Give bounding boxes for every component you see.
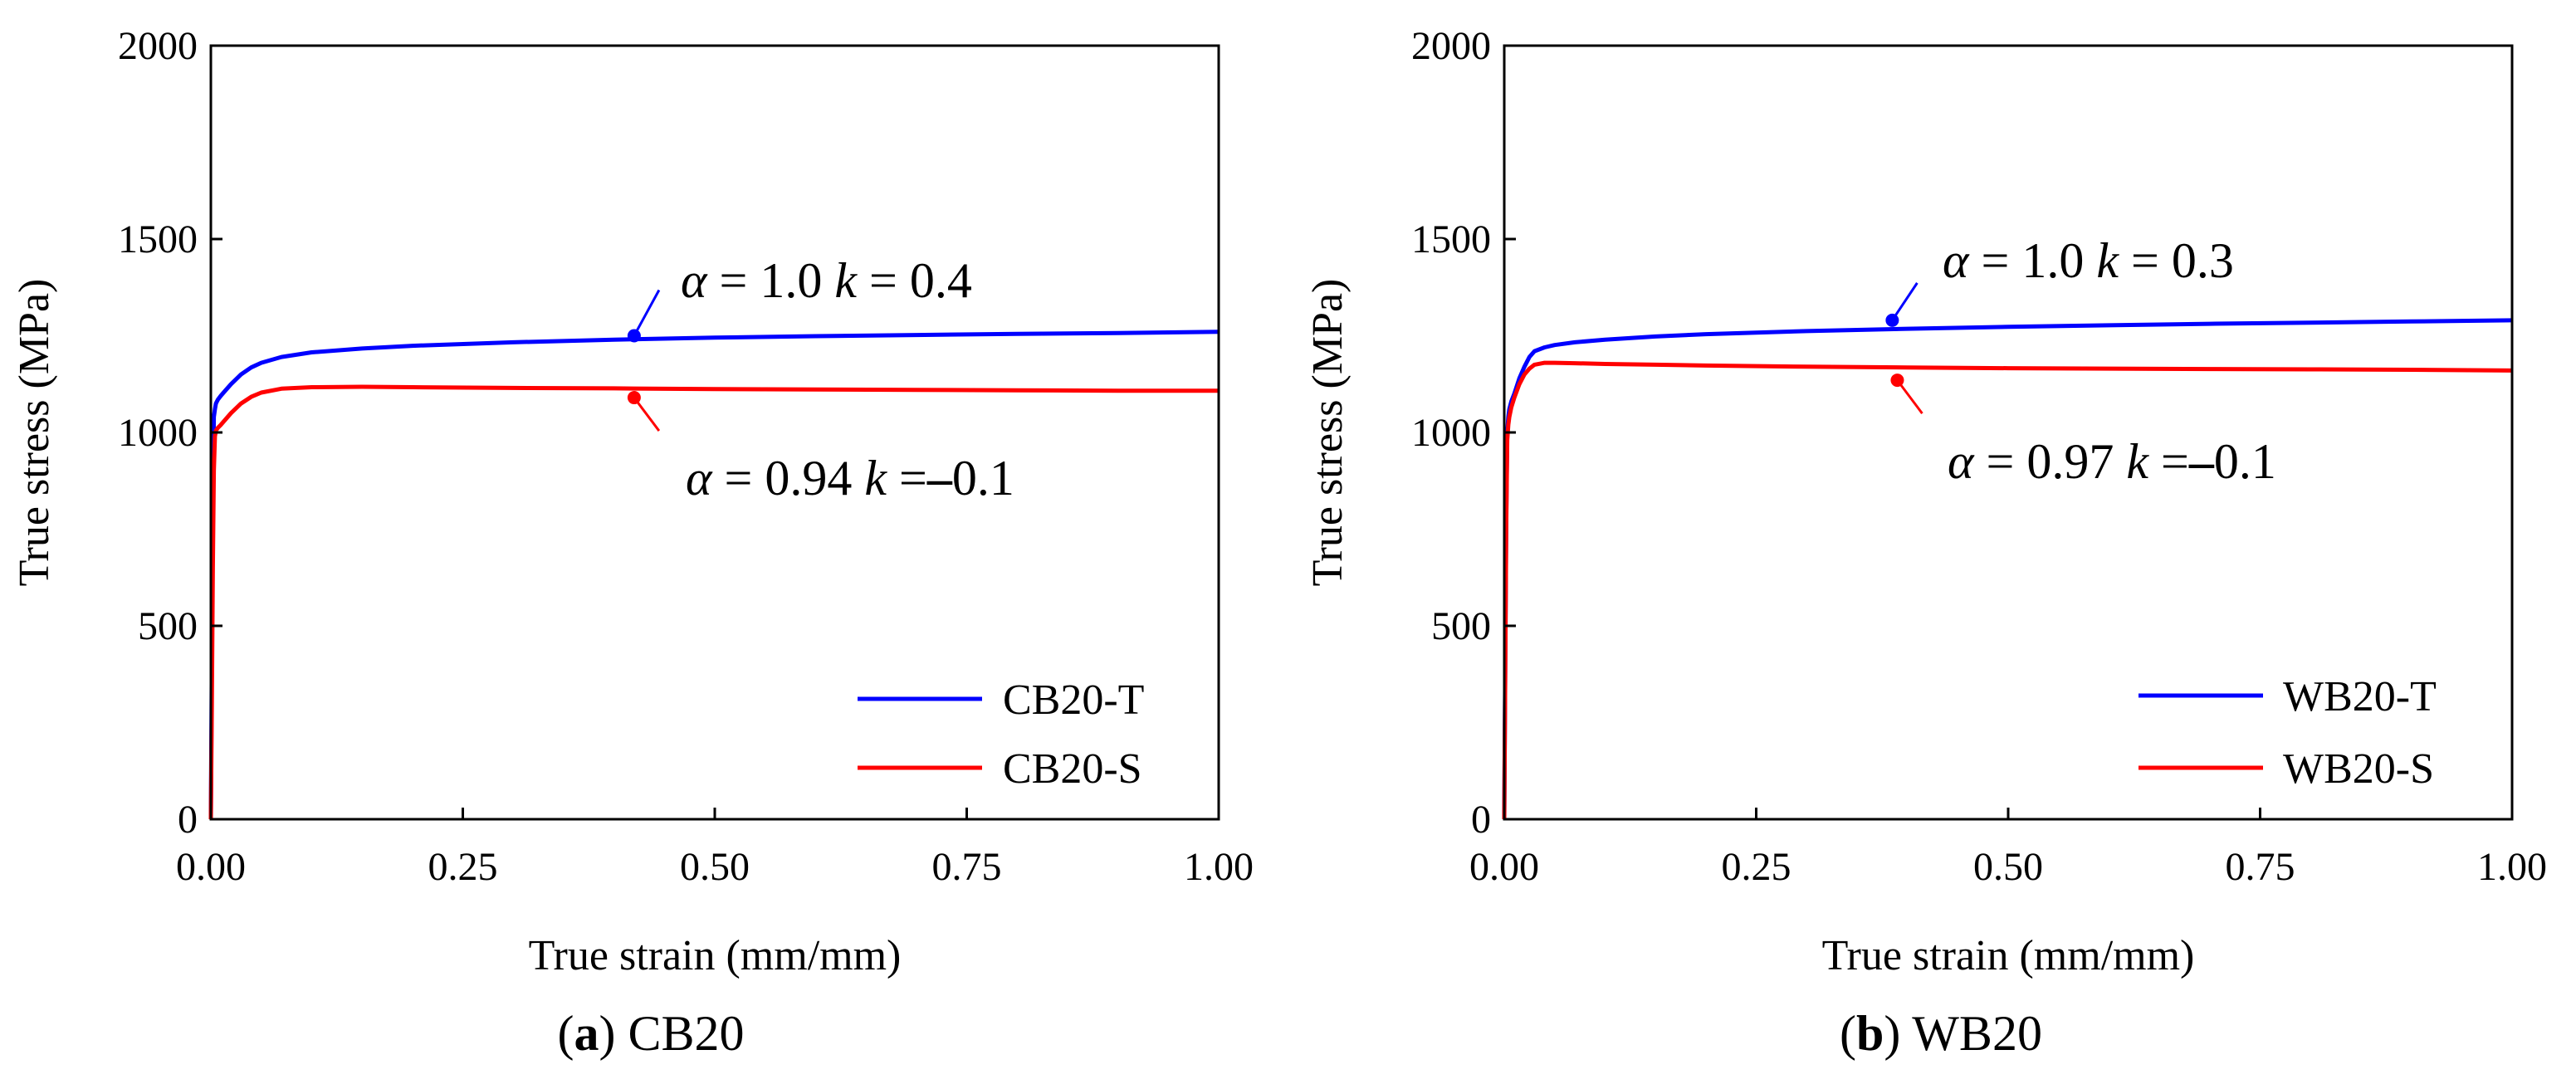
alpha-value: = 1.0 <box>1969 233 2097 288</box>
k-symbol: k <box>834 253 858 308</box>
panel-b: 0 500 1000 1500 2000 0.00 0.25 0.50 0.75… <box>1304 24 2547 1061</box>
y-tick-label: 0 <box>1471 798 1491 842</box>
y-tick-label: 1000 <box>1411 411 1491 455</box>
k-value: = <box>2148 434 2189 489</box>
series-line-wb20-t <box>1502 318 2513 820</box>
legend-label-cb20-t: CB20-T <box>1003 676 1144 724</box>
k-value: = 0.3 <box>2119 233 2234 288</box>
annotation-leader-line <box>633 397 661 432</box>
k-symbol: k <box>2126 434 2149 489</box>
x-tick-label: 0.00 <box>1469 845 1539 889</box>
k-symbol: k <box>864 451 887 505</box>
series-line-wb20-s <box>1502 360 2513 820</box>
y-axis-label-a: True stress (MPa) <box>11 279 58 587</box>
caption-open-paren: ( <box>557 1006 574 1061</box>
legend-b: WB20-T WB20-S <box>2139 673 2437 793</box>
k-symbol: k <box>2096 233 2119 288</box>
legend-a: CB20-T CB20-S <box>858 676 1144 793</box>
alpha-symbol: α <box>1943 233 1970 288</box>
annotation-leader-line <box>633 289 661 337</box>
annotation-cb20-s: α = 0.94 k =–0.1 <box>686 451 1014 505</box>
k-number: 0.1 <box>952 451 1014 505</box>
x-ticks-a <box>209 808 1220 819</box>
x-tick-label: 1.00 <box>1184 845 1254 889</box>
alpha-symbol: α <box>1948 434 1975 489</box>
annotation-leader-line <box>1896 379 1923 414</box>
x-tick-label: 0.25 <box>428 845 498 889</box>
series-line-cb20-s <box>208 384 1219 820</box>
y-tick-label: 1500 <box>1411 217 1491 261</box>
k-value: = 0.4 <box>857 253 972 308</box>
caption-close-paren: ) <box>599 1006 615 1061</box>
x-tick-label: 0.50 <box>680 845 750 889</box>
series-line-cb20-s <box>208 384 1219 820</box>
alpha-symbol: α <box>686 451 713 505</box>
series-line-wb20-s <box>1502 360 2513 820</box>
caption-letter: b <box>1856 1006 1884 1061</box>
y-tick-label: 0 <box>178 798 198 842</box>
alpha-value: = 0.97 <box>1974 434 2127 489</box>
y-tick-label: 500 <box>1431 604 1491 648</box>
y-tick-label: 1000 <box>118 411 198 455</box>
x-axis-label-a: True strain (mm/mm) <box>529 932 902 979</box>
x-tick-label: 0.75 <box>2226 845 2295 889</box>
x-tick-label: 1.00 <box>2477 845 2547 889</box>
annotation-point <box>627 391 641 405</box>
k-number: 0.1 <box>2214 434 2276 489</box>
alpha-symbol: α <box>681 253 708 308</box>
annotation-point <box>627 329 641 343</box>
y-axis-label-b: True stress (MPa) <box>1304 279 1352 587</box>
annotation-wb20-s: α = 0.97 k =–0.1 <box>1948 434 2276 489</box>
panel-a: 0 500 1000 1500 2000 0.00 0.25 0.50 0.75… <box>11 24 1254 1061</box>
caption-name: CB20 <box>615 1006 744 1061</box>
x-axis-label-b: True strain (mm/mm) <box>1822 932 2195 979</box>
y-ticks-a <box>211 44 222 821</box>
legend-label-wb20-s: WB20-S <box>2283 745 2434 793</box>
caption-a: (a) CB20 <box>557 1006 744 1061</box>
legend-label-wb20-t: WB20-T <box>2283 673 2437 720</box>
legend-label-cb20-s: CB20-S <box>1003 745 1142 793</box>
alpha-value: = 1.0 <box>707 253 835 308</box>
x-tick-label: 0.50 <box>1973 845 2043 889</box>
caption-open-paren: ( <box>1840 1006 1856 1061</box>
k-value: = <box>887 451 927 505</box>
y-ticks-b <box>1504 44 1516 821</box>
x-ticks-b <box>1503 808 2514 819</box>
x-tick-label: 0.00 <box>176 845 246 889</box>
alpha-value: = 0.94 <box>712 451 865 505</box>
y-tick-label: 2000 <box>1411 24 1491 68</box>
annotation-point <box>1885 313 1899 327</box>
series-line-wb20-t <box>1502 318 2513 820</box>
annotation-leader-line <box>1891 282 1919 321</box>
minus-sign: – <box>2188 434 2215 489</box>
y-tick-label: 2000 <box>118 24 198 68</box>
caption-letter: a <box>574 1006 599 1061</box>
caption-name: WB20 <box>1900 1006 2042 1061</box>
x-tick-label: 0.75 <box>932 845 1002 889</box>
annotation-point <box>1890 374 1904 388</box>
series-line-cb20-t <box>208 330 1220 820</box>
annotation-wb20-t: α = 1.0 k = 0.3 <box>1943 233 2234 288</box>
series-line-cb20-t <box>208 330 1220 820</box>
caption-b: (b) WB20 <box>1840 1006 2042 1061</box>
annotation-cb20-t: α = 1.0 k = 0.4 <box>681 253 972 308</box>
caption-close-paren: ) <box>1884 1006 1900 1061</box>
minus-sign: – <box>926 451 953 505</box>
x-tick-label: 0.25 <box>1722 845 1791 889</box>
y-tick-label: 500 <box>138 604 198 648</box>
y-tick-label: 1500 <box>118 217 198 261</box>
